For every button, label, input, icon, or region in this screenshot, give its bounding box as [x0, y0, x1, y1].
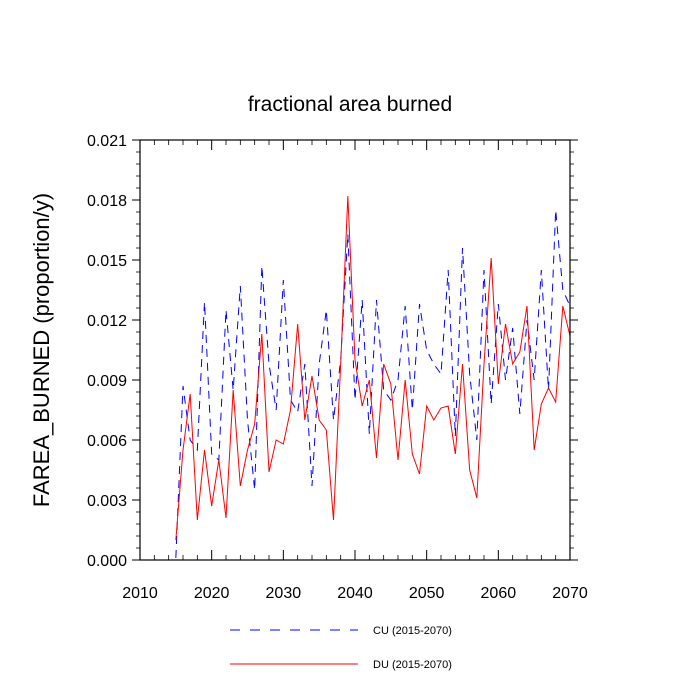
legend: CU (2015-2070) DU (2015-2070) [230, 625, 452, 671]
series-line-cu [175, 209, 571, 559]
y-axis-label: FAREA_BURNED (proportion/y) [29, 193, 54, 507]
x-tick-label: 2030 [266, 585, 302, 602]
x-tick-label: 2040 [337, 585, 373, 602]
y-tick-label: 0.018 [87, 193, 127, 210]
chart-title: fractional area burned [248, 93, 452, 116]
x-tick-label: 2060 [481, 585, 517, 602]
y-tick-label: 0.003 [87, 493, 127, 510]
y-tick-label: 0.000 [87, 553, 127, 570]
x-tick-label: 2050 [409, 585, 445, 602]
x-tick-label: 2010 [122, 585, 158, 602]
y-tick-label: 0.006 [87, 433, 127, 450]
y-tick-label: 0.012 [87, 313, 127, 330]
y-tick-label: 0.009 [87, 373, 127, 390]
series-line-du [175, 195, 571, 541]
plot-frame [139, 139, 571, 561]
legend-label-cu: CU (2015-2070) [373, 625, 452, 637]
legend-label-du: DU (2015-2070) [373, 659, 452, 671]
x-tick-label: 2070 [552, 585, 588, 602]
y-tick-label: 0.021 [87, 133, 127, 150]
y-tick-label: 0.015 [87, 253, 127, 270]
x-tick-label: 2020 [194, 585, 230, 602]
axis-tick-labels: 2010 2020 2030 2040 2050 2060 2070 0.000 0.003 0.… [87, 133, 588, 602]
series-layer [175, 195, 571, 559]
